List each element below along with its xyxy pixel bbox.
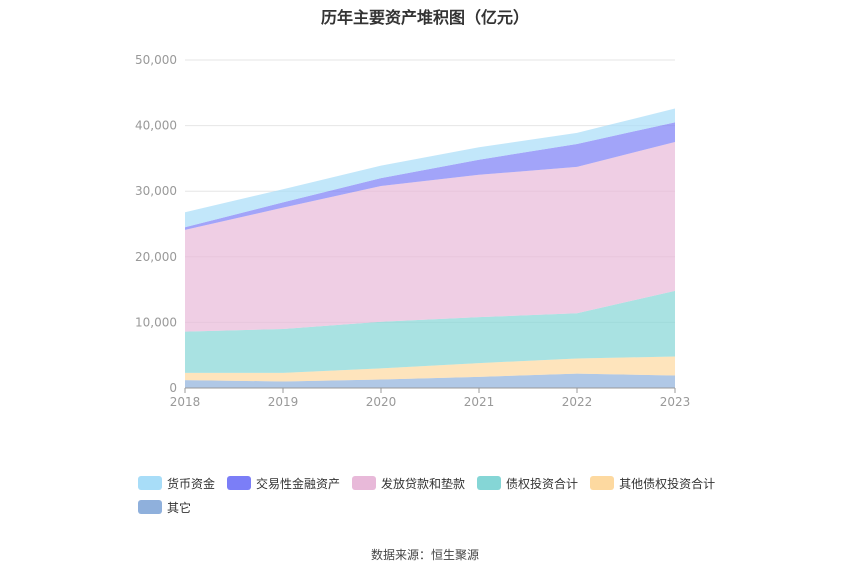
y-tick-label: 20,000 — [135, 250, 177, 264]
data-source: 数据来源：恒生聚源 — [370, 548, 479, 562]
legend-label: 债权投资合计 — [506, 476, 579, 491]
legend-swatch — [477, 476, 502, 490]
area-series-2 — [185, 290, 675, 373]
y-tick-label: 50,000 — [135, 53, 177, 67]
legend-item[interactable]: 发放贷款和垫款 — [352, 472, 465, 494]
legend-label: 交易性金融资产 — [256, 476, 341, 491]
area-series-3 — [185, 142, 675, 332]
y-tick-label: 0 — [169, 381, 177, 395]
legend-swatch — [227, 476, 252, 490]
x-tick-label: 2021 — [464, 395, 495, 409]
y-tick-label: 30,000 — [135, 184, 177, 198]
legend-swatch — [138, 500, 162, 514]
legend-label: 其他债权投资合计 — [619, 476, 716, 491]
legend-swatch — [352, 476, 377, 490]
legend-item[interactable]: 货币资金 — [138, 472, 215, 494]
x-tick-label: 2019 — [268, 395, 299, 409]
x-tick-label: 2022 — [562, 395, 593, 409]
legend-swatch — [138, 476, 162, 490]
legend-item[interactable]: 其他债权投资合计 — [590, 472, 715, 494]
legend-item[interactable]: 债权投资合计 — [477, 472, 578, 494]
legend-label: 发放贷款和垫款 — [381, 476, 466, 491]
x-tick-label: 2023 — [660, 395, 691, 409]
area-series-5 — [185, 108, 675, 228]
chart-legend: 货币资金 交易性金融资产 发放贷款和垫款 债权投资合计 其他债权投资合计其它 — [138, 472, 738, 520]
legend-label: 货币资金 — [167, 476, 216, 491]
x-tick-label: 2020 — [366, 395, 397, 409]
y-tick-label: 40,000 — [135, 119, 177, 133]
legend-item[interactable]: 交易性金融资产 — [227, 472, 340, 494]
area-series-1 — [185, 356, 675, 382]
chart-plot: 0 10,000 20,000 30,000 40,000 50,000 2018 2019 2… — [135, 53, 691, 409]
area-series-0 — [185, 373, 675, 388]
legend-item[interactable]: 其它 — [138, 496, 191, 518]
area-series-4 — [185, 122, 675, 230]
x-tick-label: 2018 — [170, 395, 201, 409]
legend-label: 其它 — [167, 500, 192, 515]
chart-title: 历年主要资产堆积图（亿元） — [320, 8, 529, 27]
y-tick-label: 10,000 — [135, 315, 177, 329]
legend-swatch — [590, 476, 615, 490]
